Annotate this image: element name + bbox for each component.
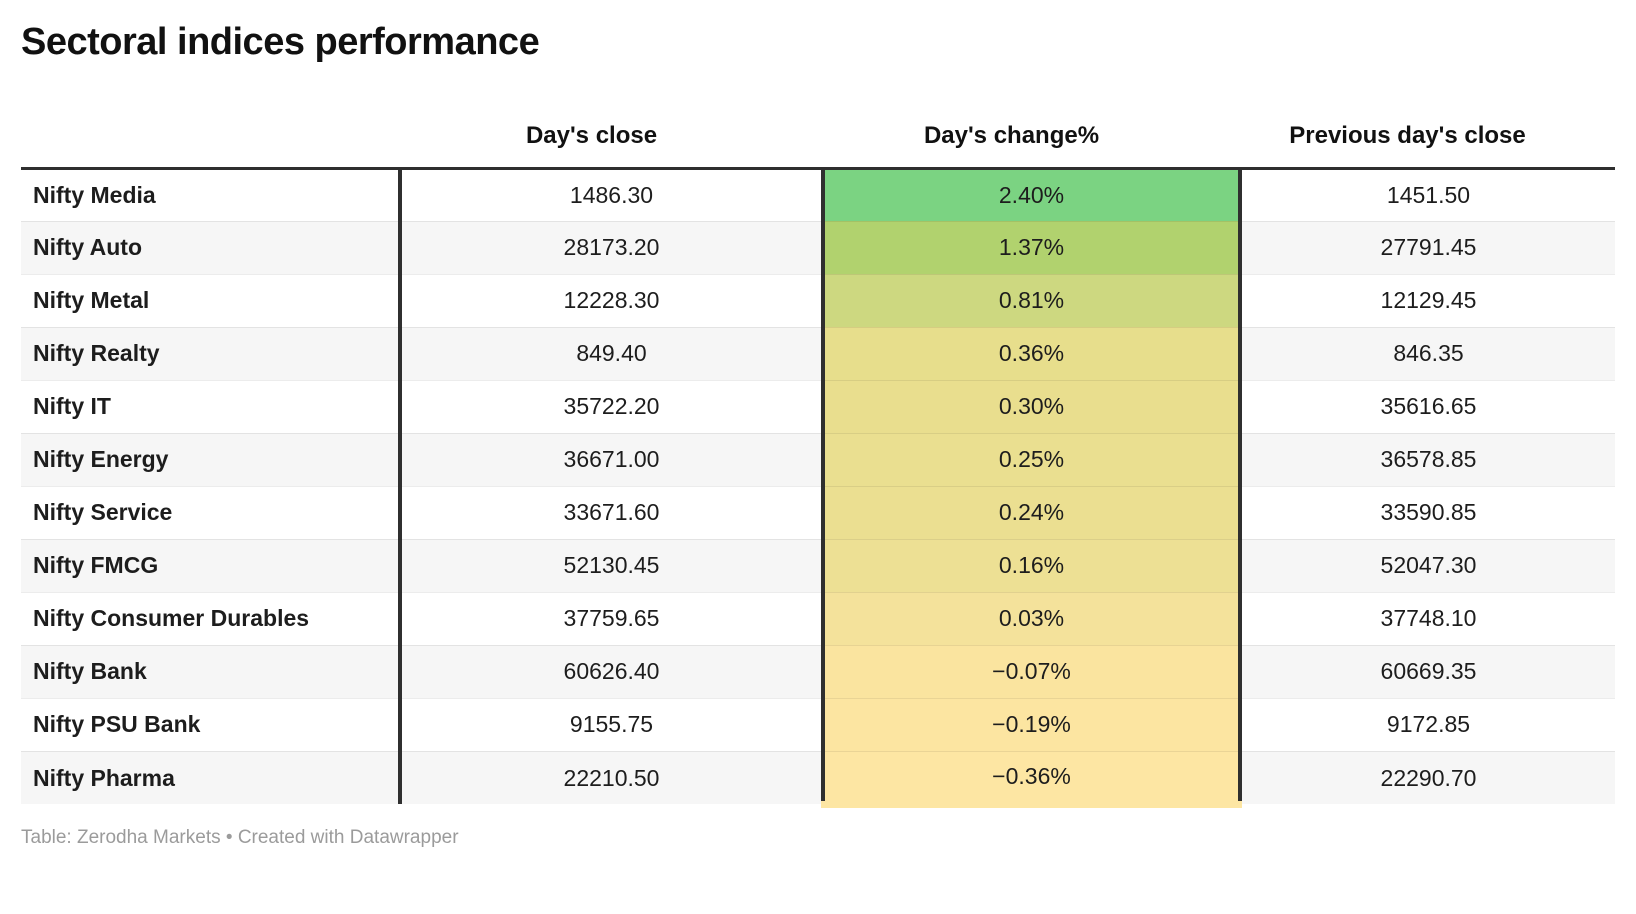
previous-close-value: 1451.50 — [1240, 167, 1615, 222]
previous-close-value: 60669.35 — [1240, 644, 1615, 699]
days-change-value: 0.36% — [821, 326, 1242, 381]
index-name: Nifty IT — [21, 379, 402, 434]
days-close-value: 12228.30 — [400, 273, 823, 328]
days-change-value: 1.37% — [821, 220, 1242, 275]
table-row: Nifty IT 35722.20 0.30% 35616.65 — [21, 379, 1615, 434]
previous-close-value: 36578.85 — [1240, 432, 1615, 487]
days-change-value: −0.19% — [821, 697, 1242, 752]
days-change-value: 0.25% — [821, 432, 1242, 487]
days-close-value: 9155.75 — [400, 697, 823, 752]
table-row: Nifty Energy 36671.00 0.25% 36578.85 — [21, 432, 1615, 487]
index-name: Nifty Pharma — [21, 750, 402, 805]
days-close-value: 22210.50 — [400, 750, 823, 805]
table-row: Nifty Pharma 22210.50 −0.36% 22290.70 — [21, 750, 1615, 808]
days-close-value: 35722.20 — [400, 379, 823, 434]
table-row: Nifty Metal 12228.30 0.81% 12129.45 — [21, 273, 1615, 328]
index-name: Nifty FMCG — [21, 538, 402, 593]
table-row: Nifty Bank 60626.40 −0.07% 60669.35 — [21, 644, 1615, 699]
days-close-value: 1486.30 — [400, 167, 823, 222]
table-row: Nifty FMCG 52130.45 0.16% 52047.30 — [21, 538, 1615, 593]
days-change-value: 0.30% — [821, 379, 1242, 434]
days-change-value: 0.03% — [821, 591, 1242, 646]
index-name: Nifty Metal — [21, 273, 402, 328]
index-name: Nifty Service — [21, 485, 402, 540]
days-change-value: 0.24% — [821, 485, 1242, 540]
days-close-value: 33671.60 — [400, 485, 823, 540]
table-row: Nifty Realty 849.40 0.36% 846.35 — [21, 326, 1615, 381]
previous-close-value: 52047.30 — [1240, 538, 1615, 593]
table-row: Nifty Media 1486.30 2.40% 1451.50 — [21, 167, 1615, 222]
days-close-value: 37759.65 — [400, 591, 823, 646]
days-change-value: 0.81% — [821, 273, 1242, 328]
column-header-index — [21, 121, 400, 170]
index-name: Nifty PSU Bank — [21, 697, 402, 752]
table-footer: Table: Zerodha Markets • Created with Da… — [21, 827, 1615, 849]
index-name: Nifty Auto — [21, 220, 402, 275]
table-row: Nifty PSU Bank 9155.75 −0.19% 9172.85 — [21, 697, 1615, 752]
source-label: Table: Zerodha Markets — [21, 826, 221, 848]
previous-close-value: 35616.65 — [1240, 379, 1615, 434]
index-name: Nifty Media — [21, 167, 402, 222]
previous-close-value: 22290.70 — [1240, 750, 1615, 805]
previous-close-value: 9172.85 — [1240, 697, 1615, 752]
header-row: Day's close Day's change% Previous day's… — [21, 121, 1615, 170]
sectoral-indices-table: Day's close Day's change% Previous day's… — [21, 121, 1615, 808]
index-name: Nifty Realty — [21, 326, 402, 381]
days-close-value: 52130.45 — [400, 538, 823, 593]
previous-close-value: 12129.45 — [1240, 273, 1615, 328]
table-row: Nifty Service 33671.60 0.24% 33590.85 — [21, 485, 1615, 540]
table-row: Nifty Auto 28173.20 1.37% 27791.45 — [21, 220, 1615, 275]
days-change-value: 0.16% — [821, 538, 1242, 593]
page-title: Sectoral indices performance — [21, 21, 540, 63]
index-name: Nifty Bank — [21, 644, 402, 699]
days-close-value: 28173.20 — [400, 220, 823, 275]
column-header-days-close: Day's close — [400, 121, 823, 170]
previous-close-value: 846.35 — [1240, 326, 1615, 381]
previous-close-value: 37748.10 — [1240, 591, 1615, 646]
datawrapper-table-widget: Sectoral indices performance Day's close… — [21, 21, 1615, 849]
days-change-value: 2.40% — [821, 167, 1242, 222]
column-header-days-change: Day's change% — [823, 121, 1240, 170]
column-header-previous-close: Previous day's close — [1240, 121, 1615, 170]
days-close-value: 849.40 — [400, 326, 823, 381]
table-row: Nifty Consumer Durables 37759.65 0.03% 3… — [21, 591, 1615, 646]
days-close-value: 36671.00 — [400, 432, 823, 487]
days-close-value: 60626.40 — [400, 644, 823, 699]
datawrapper-credit-link[interactable]: Created with Datawrapper — [237, 826, 459, 848]
days-change-value: −0.07% — [821, 644, 1242, 699]
previous-close-value: 27791.45 — [1240, 220, 1615, 275]
footer-separator: • — [225, 826, 233, 848]
previous-close-value: 33590.85 — [1240, 485, 1615, 540]
index-name: Nifty Energy — [21, 432, 402, 487]
index-name: Nifty Consumer Durables — [21, 591, 402, 646]
days-change-value: −0.36% — [821, 750, 1242, 808]
